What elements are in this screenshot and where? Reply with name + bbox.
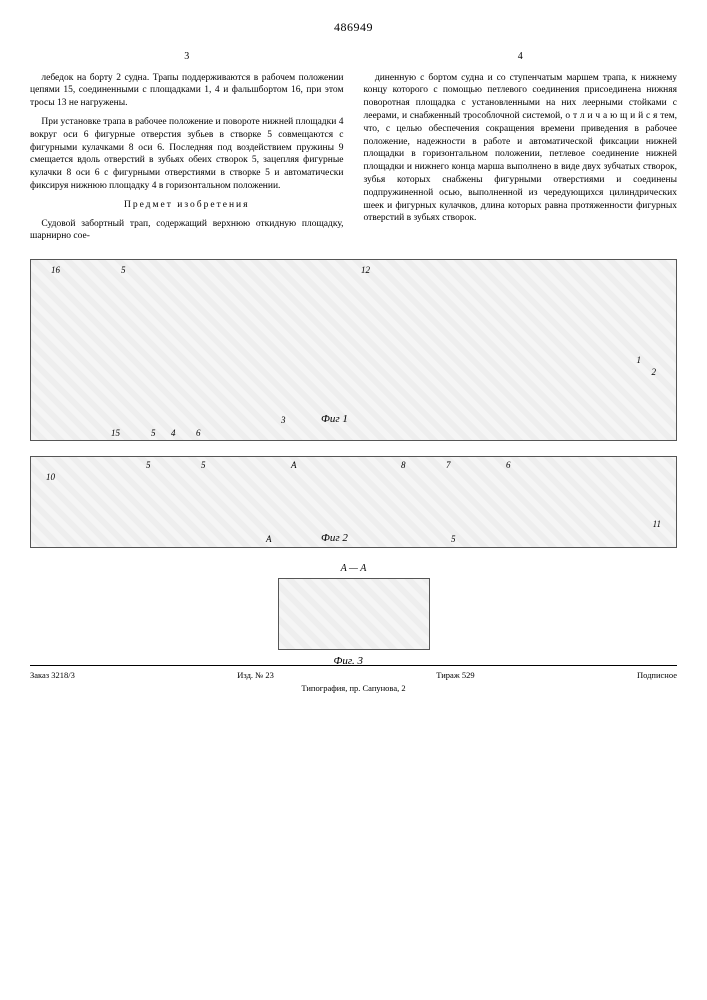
- right-paragraph-1: диненную с бортом судна и со ступенчатым…: [364, 72, 678, 226]
- footer-order: Заказ 3218/3: [30, 670, 75, 680]
- ref-5c: 5: [146, 460, 151, 470]
- left-paragraph-1: лебедок на борту 2 судна. Трапы поддержи…: [30, 72, 344, 110]
- ref-7: 7: [446, 460, 451, 470]
- footer-tirage: Тираж 529: [436, 670, 474, 680]
- ref-6b: 6: [506, 460, 511, 470]
- ref-5d: 5: [201, 460, 206, 470]
- left-paragraph-2: При установке трапа в рабочее положение …: [30, 116, 344, 193]
- fig3-label: Фиг. 3: [334, 655, 364, 667]
- ref-8: 8: [401, 460, 406, 470]
- right-column: 4 диненную с бортом судна и со ступенчат…: [364, 50, 678, 249]
- ref-4: 4: [171, 428, 176, 438]
- left-column: 3 лебедок на борту 2 судна. Трапы поддер…: [30, 50, 344, 249]
- ref-Adn: A: [266, 534, 272, 544]
- ref-5b: 5: [151, 428, 156, 438]
- ref-6: 6: [196, 428, 201, 438]
- footer-line-1: Заказ 3218/3 Изд. № 23 Тираж 529 Подписн…: [30, 665, 677, 680]
- fig2-label: Фиг 2: [321, 532, 348, 544]
- ref-15: 15: [111, 428, 120, 438]
- left-page-number: 3: [30, 50, 344, 64]
- ref-2: 2: [652, 367, 657, 377]
- ref-3: 3: [281, 415, 286, 425]
- ref-11: 11: [653, 519, 661, 529]
- patent-page: 486949 3 лебедок на борту 2 судна. Трапы…: [0, 0, 707, 1000]
- fig1-label: Фиг 1: [321, 413, 348, 425]
- footer-subscr: Подписное: [637, 670, 677, 680]
- ref-16: 16: [51, 265, 60, 275]
- ref-5a: 5: [121, 265, 126, 275]
- subject-heading: Предмет изобретения: [30, 199, 344, 212]
- figures-area: 16 5 12 1 2 15 5 4 3 6 Фиг 1 10 5 5 8 7 …: [30, 259, 677, 650]
- section-label: A — A: [30, 563, 677, 574]
- figure-3: Фиг. 3: [278, 578, 430, 650]
- patent-number: 486949: [30, 20, 677, 35]
- footer-edition: Изд. № 23: [237, 670, 274, 680]
- right-page-number: 4: [364, 50, 678, 64]
- ref-12: 12: [361, 265, 370, 275]
- ref-10: 10: [46, 472, 55, 482]
- ref-5e: 5: [451, 534, 456, 544]
- footer-line-2: Типография, пр. Сапунова, 2: [30, 683, 677, 693]
- ref-1: 1: [637, 355, 642, 365]
- figure-2: 10 5 5 8 7 6 A A 5 11 Фиг 2: [30, 456, 677, 548]
- left-paragraph-3: Судовой забортный трап, содержащий верхн…: [30, 218, 344, 244]
- text-columns: 3 лебедок на борту 2 судна. Трапы поддер…: [30, 50, 677, 249]
- ref-Aup: A: [291, 460, 297, 470]
- figure-1: 16 5 12 1 2 15 5 4 3 6 Фиг 1: [30, 259, 677, 441]
